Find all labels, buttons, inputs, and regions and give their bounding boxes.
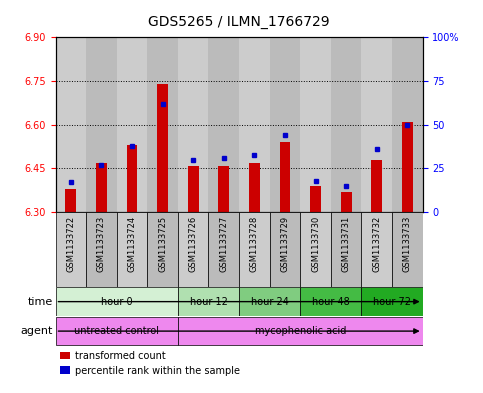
Text: hour 24: hour 24 — [251, 297, 289, 307]
Text: untreated control: untreated control — [74, 326, 159, 336]
Bar — [361, 212, 392, 287]
Bar — [270, 212, 300, 287]
Bar — [331, 212, 361, 287]
Bar — [371, 160, 382, 212]
Bar — [239, 287, 300, 316]
Bar — [127, 145, 137, 212]
Bar — [178, 287, 239, 316]
Text: hour 72: hour 72 — [373, 297, 411, 307]
Text: hour 48: hour 48 — [312, 297, 350, 307]
Bar — [249, 163, 260, 212]
Bar — [56, 287, 178, 316]
Bar — [117, 212, 147, 287]
Bar — [147, 212, 178, 287]
Text: GDS5265 / ILMN_1766729: GDS5265 / ILMN_1766729 — [148, 15, 330, 29]
Text: GSM1133731: GSM1133731 — [341, 216, 351, 272]
Bar — [361, 287, 423, 316]
Bar — [178, 317, 423, 345]
Text: GSM1133722: GSM1133722 — [66, 216, 75, 272]
Bar — [300, 212, 331, 287]
Bar — [402, 122, 412, 212]
Bar — [188, 165, 199, 212]
Text: GSM1133724: GSM1133724 — [128, 216, 137, 272]
Bar — [96, 163, 107, 212]
Bar — [300, 37, 331, 212]
Text: GSM1133732: GSM1133732 — [372, 216, 381, 272]
Legend: transformed count, percentile rank within the sample: transformed count, percentile rank withi… — [60, 351, 240, 376]
Bar — [392, 212, 423, 287]
Bar — [66, 189, 76, 212]
Text: GSM1133728: GSM1133728 — [250, 216, 259, 272]
Bar — [209, 37, 239, 212]
Bar — [392, 37, 423, 212]
Text: GSM1133727: GSM1133727 — [219, 216, 228, 272]
Bar — [56, 37, 86, 212]
Text: agent: agent — [21, 326, 53, 336]
Text: GSM1133725: GSM1133725 — [158, 216, 167, 272]
Bar — [239, 37, 270, 212]
Bar — [209, 212, 239, 287]
Bar — [147, 37, 178, 212]
Text: GSM1133723: GSM1133723 — [97, 216, 106, 272]
Bar — [86, 37, 117, 212]
Text: mycophenolic acid: mycophenolic acid — [255, 326, 346, 336]
Bar — [341, 192, 352, 212]
Bar — [178, 212, 209, 287]
Bar — [270, 37, 300, 212]
Text: GSM1133729: GSM1133729 — [281, 216, 289, 272]
Bar — [56, 317, 178, 345]
Text: hour 12: hour 12 — [189, 297, 227, 307]
Bar — [280, 142, 290, 212]
Bar — [86, 212, 117, 287]
Bar — [331, 37, 361, 212]
Bar — [178, 37, 209, 212]
Bar — [361, 37, 392, 212]
Bar — [218, 165, 229, 212]
Text: hour 0: hour 0 — [101, 297, 132, 307]
Bar — [117, 37, 147, 212]
Text: time: time — [28, 297, 53, 307]
Text: GSM1133733: GSM1133733 — [403, 216, 412, 272]
Text: GSM1133730: GSM1133730 — [311, 216, 320, 272]
Text: GSM1133726: GSM1133726 — [189, 216, 198, 272]
Bar — [239, 212, 270, 287]
Bar — [300, 287, 361, 316]
Bar — [157, 84, 168, 212]
Bar — [56, 212, 86, 287]
Bar — [310, 186, 321, 212]
